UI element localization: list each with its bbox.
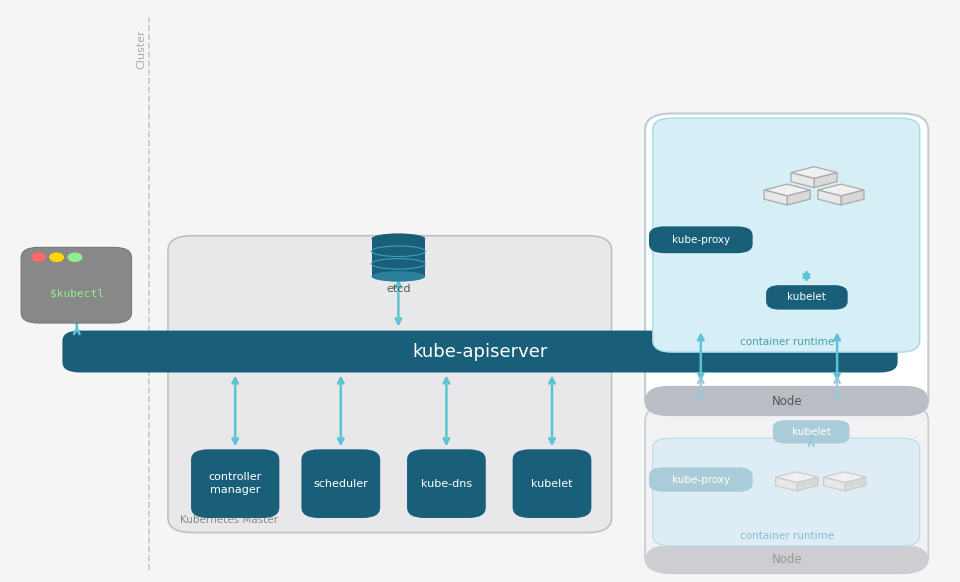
Ellipse shape [372,271,425,282]
Text: kubelet: kubelet [531,478,573,489]
Circle shape [50,253,63,261]
FancyBboxPatch shape [649,467,753,492]
FancyBboxPatch shape [168,236,612,533]
FancyBboxPatch shape [773,420,850,443]
Polygon shape [791,166,837,179]
Text: kube-proxy: kube-proxy [672,235,730,245]
Text: kubelet: kubelet [787,292,826,303]
Text: kubelet: kubelet [792,427,830,437]
FancyBboxPatch shape [649,226,753,253]
Polygon shape [372,239,425,276]
Text: container runtime: container runtime [740,337,834,347]
Polygon shape [764,184,810,196]
Polygon shape [776,472,818,482]
Text: kube-apiserver: kube-apiserver [412,343,548,360]
Polygon shape [824,477,845,491]
Polygon shape [824,472,866,482]
FancyBboxPatch shape [645,113,928,416]
Polygon shape [791,173,814,187]
Polygon shape [787,190,810,205]
FancyBboxPatch shape [301,449,380,518]
Ellipse shape [372,233,425,244]
Text: $kubectl: $kubectl [50,289,104,299]
Text: Node: Node [772,395,803,408]
FancyBboxPatch shape [653,438,920,546]
Text: scheduler: scheduler [313,478,369,489]
Circle shape [32,253,45,261]
FancyBboxPatch shape [766,285,848,310]
FancyBboxPatch shape [191,449,279,518]
Polygon shape [797,477,818,491]
Text: container runtime: container runtime [740,531,834,541]
Polygon shape [818,184,864,196]
FancyBboxPatch shape [645,386,928,416]
Text: Kubernetes Master: Kubernetes Master [180,515,278,525]
Circle shape [68,253,82,261]
FancyBboxPatch shape [653,118,920,352]
Polygon shape [814,173,837,187]
Text: Cluster: Cluster [136,29,146,69]
Polygon shape [845,477,866,491]
Polygon shape [818,190,841,205]
Polygon shape [841,190,864,205]
Polygon shape [764,190,787,205]
FancyBboxPatch shape [21,247,132,323]
Text: kube-proxy: kube-proxy [672,474,730,485]
FancyBboxPatch shape [513,449,591,518]
FancyBboxPatch shape [407,449,486,518]
FancyBboxPatch shape [62,331,898,372]
Text: controller
manager: controller manager [208,472,262,495]
Text: Node: Node [772,553,803,566]
Text: etcd: etcd [386,284,411,294]
Text: kube-dns: kube-dns [420,478,472,489]
FancyBboxPatch shape [645,545,928,573]
Polygon shape [776,477,797,491]
FancyBboxPatch shape [645,404,928,573]
